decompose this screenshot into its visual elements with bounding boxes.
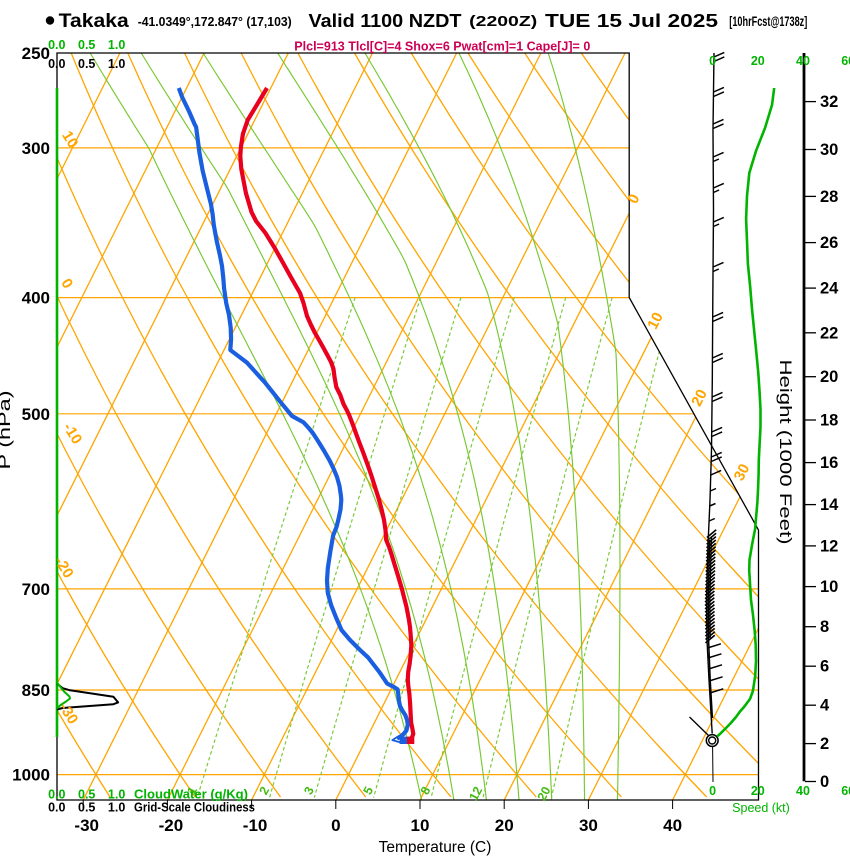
svg-text:CloudWater (g/Kg): CloudWater (g/Kg)	[134, 788, 248, 802]
svg-text:-10: -10	[243, 816, 268, 835]
svg-text:30: 30	[820, 141, 838, 159]
svg-text:250: 250	[22, 44, 50, 63]
svg-text:2: 2	[820, 735, 829, 753]
svg-text:(2200Z): (2200Z)	[469, 13, 537, 30]
svg-text:0: 0	[820, 773, 829, 791]
svg-text:20: 20	[495, 816, 514, 835]
svg-text:20: 20	[820, 368, 838, 386]
svg-text:P (hPa): P (hPa)	[0, 391, 14, 470]
svg-text:20: 20	[751, 784, 765, 798]
svg-text:Plcl=913 Tlcl[C]=4 Shox=6 Pwat: Plcl=913 Tlcl[C]=4 Shox=6 Pwat[cm]=1 Cap…	[294, 40, 590, 54]
svg-text:Grid-Scale Cloudiness: Grid-Scale Cloudiness	[134, 801, 255, 815]
svg-text:8: 8	[820, 618, 829, 636]
svg-text:10: 10	[820, 578, 838, 596]
svg-text:1.0: 1.0	[108, 38, 125, 52]
svg-text:14: 14	[820, 496, 839, 514]
svg-text:-20: -20	[159, 816, 184, 835]
svg-text:[10hrFcst@1738z]: [10hrFcst@1738z]	[729, 13, 807, 29]
svg-text:24: 24	[820, 280, 839, 298]
svg-text:400: 400	[22, 289, 50, 308]
svg-text:0.0: 0.0	[48, 801, 65, 815]
svg-text:-41.0349°,172.847° (17,103): -41.0349°,172.847° (17,103)	[138, 14, 292, 29]
svg-text:6: 6	[820, 658, 829, 676]
svg-text:0.5: 0.5	[78, 57, 95, 71]
svg-text:Valid 1100 NZDT: Valid 1100 NZDT	[309, 10, 463, 31]
svg-text:500: 500	[22, 405, 50, 424]
svg-text:0.0: 0.0	[48, 57, 65, 71]
svg-text:26: 26	[820, 234, 838, 252]
svg-text:1000: 1000	[12, 766, 50, 785]
svg-text:16: 16	[820, 454, 838, 472]
svg-text:1.0: 1.0	[108, 788, 125, 802]
svg-text:10: 10	[411, 816, 430, 835]
svg-text:30: 30	[731, 461, 754, 484]
svg-text:18: 18	[820, 412, 838, 430]
svg-text:12: 12	[466, 784, 485, 803]
svg-text:700: 700	[22, 580, 50, 599]
svg-text:20: 20	[751, 54, 765, 68]
svg-text:0: 0	[709, 54, 716, 68]
svg-text:0.5: 0.5	[78, 38, 95, 52]
svg-text:40: 40	[796, 54, 810, 68]
svg-text:4: 4	[820, 697, 830, 715]
svg-text:300: 300	[22, 139, 50, 158]
svg-text:60: 60	[841, 784, 850, 798]
svg-text:20: 20	[535, 784, 554, 803]
svg-text:0.0: 0.0	[48, 788, 65, 802]
svg-text:28: 28	[820, 188, 838, 206]
svg-text:0: 0	[709, 784, 716, 798]
svg-text:40: 40	[796, 784, 810, 798]
svg-text:20: 20	[688, 387, 711, 410]
svg-text:Temperature (C): Temperature (C)	[379, 839, 492, 856]
svg-text:0: 0	[331, 816, 340, 835]
svg-text:32: 32	[820, 93, 838, 111]
svg-text:60: 60	[841, 54, 850, 68]
svg-text:10: 10	[644, 310, 667, 333]
svg-text:40: 40	[663, 816, 682, 835]
svg-text:850: 850	[22, 681, 50, 700]
svg-text:-30: -30	[74, 816, 99, 835]
svg-text:1.0: 1.0	[108, 801, 125, 815]
svg-text:1.0: 1.0	[108, 57, 125, 71]
svg-text:22: 22	[820, 324, 838, 342]
svg-text:Takaka: Takaka	[59, 10, 129, 32]
svg-text:0.0: 0.0	[48, 38, 65, 52]
svg-text:TUE 15 Jul 2025: TUE 15 Jul 2025	[545, 10, 718, 31]
svg-text:30: 30	[579, 816, 598, 835]
svg-text:Speed (kt): Speed (kt)	[732, 801, 790, 815]
svg-text:0.5: 0.5	[78, 788, 95, 802]
svg-text:10: 10	[58, 128, 81, 151]
svg-text:0.5: 0.5	[78, 801, 95, 815]
svg-text:12: 12	[820, 537, 838, 555]
svg-text:Height (1000 Feet): Height (1000 Feet)	[776, 360, 794, 545]
